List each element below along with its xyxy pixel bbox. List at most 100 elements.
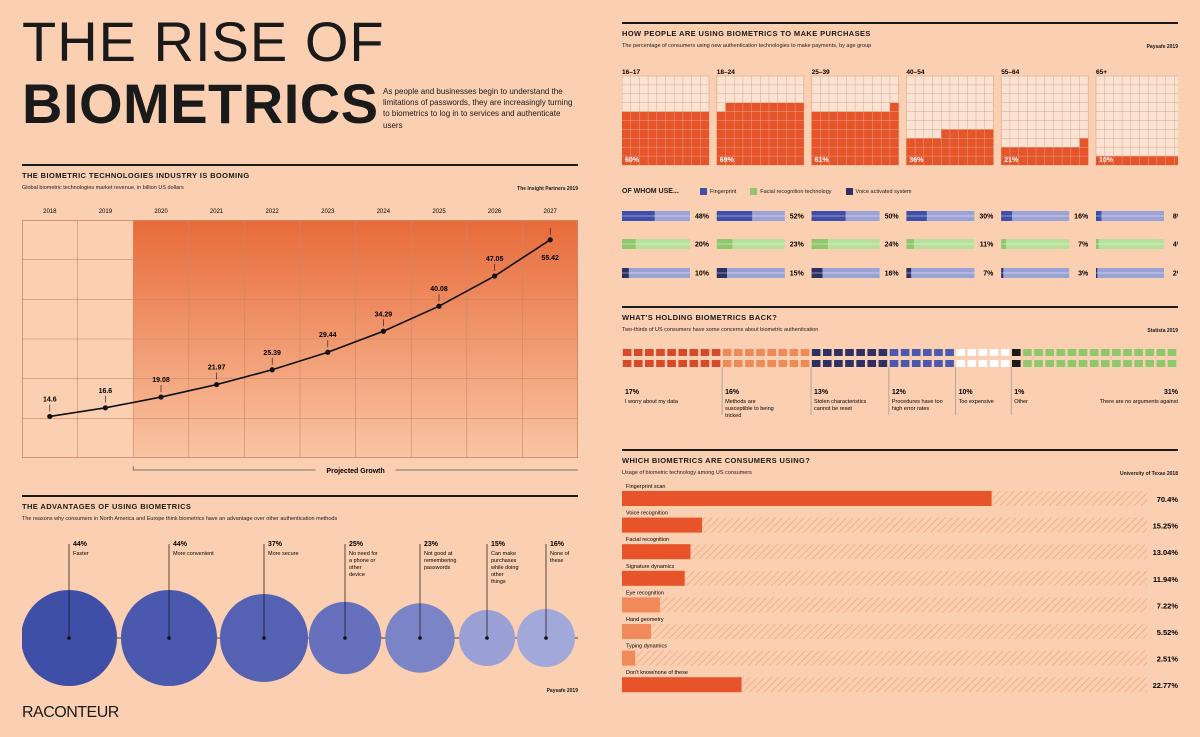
waffle-pct-label: 69%	[720, 157, 735, 164]
projected-growth-label: Projected Growth	[326, 468, 384, 475]
bubble-center-dot	[167, 636, 171, 640]
advantage-label: device	[349, 572, 365, 578]
usage-bar-hatch	[622, 517, 1147, 533]
purchases-source: Paysafe 2019	[1146, 44, 1178, 50]
concern-pct: 16%	[725, 389, 740, 396]
concern-square	[856, 349, 865, 356]
advantage-label: other	[491, 572, 504, 578]
of-whom-label: OF WHOM USE...	[622, 188, 679, 195]
usage-pct: 7%	[983, 271, 994, 278]
year-tick-label: 2020	[154, 209, 168, 215]
concern-square	[911, 360, 921, 367]
concern-square	[1089, 349, 1099, 356]
concern-square	[1078, 360, 1088, 367]
concern-square	[989, 360, 999, 367]
concern-square	[1067, 349, 1077, 356]
usage-pct: 3%	[1078, 271, 1089, 278]
usage-bar	[622, 677, 742, 693]
data-point	[325, 349, 331, 355]
concern-square	[934, 360, 943, 367]
concern-square	[1167, 360, 1177, 367]
concern-square	[889, 360, 899, 367]
advantage-label: More convenient	[173, 551, 214, 557]
data-label: 34.29	[375, 311, 393, 318]
concern-square	[711, 360, 721, 367]
age-group-label: 18–24	[717, 69, 735, 76]
age-group-label: 40–54	[906, 69, 924, 76]
usage-bar	[622, 517, 703, 533]
concern-label: There are no arguments against	[1100, 399, 1178, 405]
usage-label: Voice recognition	[626, 511, 668, 517]
year-tick-label: 2018	[43, 209, 57, 215]
usage-pct: 10%	[695, 271, 710, 278]
usage-pct: 16%	[885, 271, 900, 278]
usage-label: Hand geometry	[626, 617, 664, 623]
waffle-pct-label: 60%	[625, 157, 640, 164]
which-subtitle: Usage of biometric technology among US c…	[622, 470, 752, 476]
usage-pct: 4%	[1173, 242, 1178, 249]
year-tick-label: 2025	[432, 209, 446, 215]
usage-bar	[622, 624, 651, 639]
usage-value: 22.77%	[1153, 681, 1178, 690]
legend: Fingerprint Facial recognition technology…	[700, 188, 912, 195]
concern-square	[1012, 360, 1021, 367]
data-point	[436, 303, 442, 309]
legend-item: Voice activated system	[845, 188, 912, 195]
concern-square	[689, 360, 699, 367]
usage-pct: 30%	[979, 214, 994, 221]
concern-square	[822, 349, 832, 356]
usage-bar	[622, 491, 992, 506]
legend-swatch	[700, 188, 707, 195]
concern-square	[756, 349, 765, 356]
bubble-chart: 44% Faster 44% More convenient 37% More secur…	[22, 541, 578, 686]
usage-bar-hatch	[622, 677, 1147, 693]
usage-value: 11.94%	[1153, 575, 1178, 584]
usage-pct: 15%	[790, 271, 805, 278]
year-tick-label: 2021	[210, 209, 224, 215]
concern-square	[1000, 360, 1010, 367]
advantages-subtitle: The reasons why consumers in North Ameri…	[22, 516, 338, 522]
concern-square	[778, 349, 788, 356]
advantage-label: Faster	[73, 551, 89, 557]
data-label: 55.42	[541, 255, 559, 262]
concern-square	[834, 349, 843, 356]
which-source: University of Texas 2018	[1120, 471, 1178, 477]
bubble-center-dot	[485, 636, 489, 640]
usage-value: 15.25%	[1153, 522, 1178, 531]
usage-pct: 7%	[1078, 242, 1089, 249]
concern-square	[700, 349, 710, 356]
concern-square	[956, 349, 966, 356]
industry-subtitle: Global biometric technologies market rev…	[22, 185, 184, 191]
advantage-pct: 16%	[550, 541, 565, 548]
concern-square	[778, 360, 788, 367]
waffle-grid	[716, 75, 805, 166]
usage-pct: 50%	[885, 214, 900, 221]
bubble-center-dot	[67, 636, 71, 640]
holding-header: WHAT'S HOLDING BIOMETRICS BACK?	[622, 313, 778, 322]
concern-square	[656, 349, 665, 356]
waffle-fill-partial	[889, 102, 899, 112]
usage-value: 5.52%	[1157, 628, 1178, 637]
waffle-grid	[1000, 75, 1089, 166]
advantage-label: these	[550, 558, 563, 564]
concern-square	[923, 360, 932, 367]
concern-square	[789, 349, 799, 356]
usage-label: Signature dynamics	[626, 564, 675, 570]
legend-item: Fingerprint	[700, 188, 736, 195]
concern-square	[1134, 360, 1143, 367]
legend-label: Facial recognition technology	[760, 188, 832, 195]
industry-header: THE BIOMETRIC TECHNOLOGIES INDUSTRY IS B…	[22, 171, 250, 180]
concern-square	[1000, 349, 1010, 356]
advantage-pct: 25%	[349, 541, 364, 548]
divider	[622, 449, 1178, 451]
data-point	[269, 367, 275, 373]
concern-square	[956, 360, 966, 367]
concern-square	[1112, 360, 1121, 367]
usage-value: 13.04%	[1153, 548, 1178, 557]
data-label: 14.6	[43, 396, 57, 403]
concern-pct: 31%	[1164, 389, 1178, 396]
usage-pct: 2%	[1173, 271, 1178, 278]
concern-square	[734, 349, 743, 356]
advantage-label: No need for	[349, 551, 378, 557]
concern-square	[1167, 349, 1177, 356]
